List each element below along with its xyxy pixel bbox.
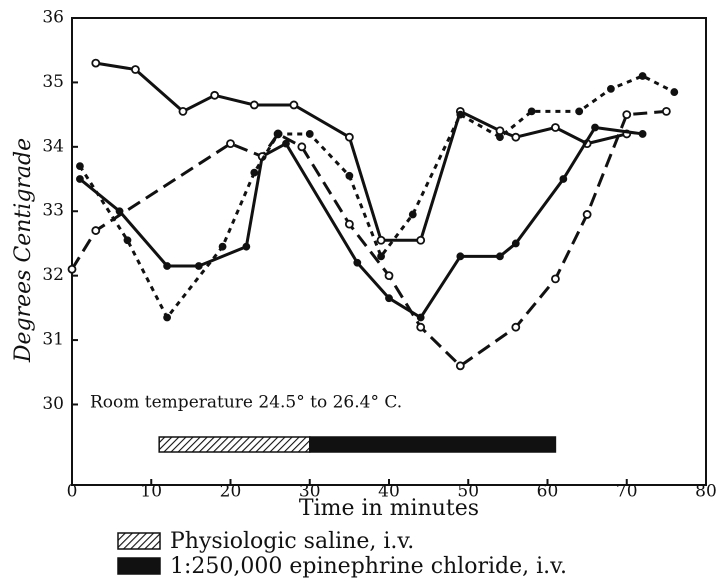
data-point bbox=[511, 239, 520, 248]
data-point bbox=[496, 133, 504, 142]
data-point bbox=[163, 313, 172, 322]
annotation: Room temperature 24.5° to 26.4° C. bbox=[90, 393, 402, 413]
data-point bbox=[496, 252, 504, 261]
data-point bbox=[559, 175, 568, 183]
legend-label: Physiologic saline, i.v. bbox=[170, 529, 414, 554]
data-point bbox=[282, 139, 290, 148]
data-point bbox=[344, 219, 354, 229]
data-point bbox=[456, 110, 465, 119]
data-point bbox=[242, 242, 251, 251]
y-tick-label: 34 bbox=[42, 136, 64, 156]
y-tick-label: 32 bbox=[42, 265, 64, 285]
x-tick-label: 40 bbox=[378, 482, 400, 502]
data-point bbox=[226, 139, 235, 149]
data-point bbox=[551, 123, 560, 132]
x-tick-label: 0 bbox=[67, 482, 78, 502]
data-point bbox=[91, 58, 101, 68]
data-point bbox=[638, 130, 647, 138]
x-axis-label: Time in minutes bbox=[299, 496, 479, 521]
data-point bbox=[551, 274, 560, 284]
data-point bbox=[67, 264, 77, 274]
data-point bbox=[456, 252, 465, 261]
data-point bbox=[305, 130, 314, 138]
treatment-bar bbox=[158, 436, 311, 453]
legend-label: 1:250,000 epinephrine chloride, i.v. bbox=[170, 554, 567, 579]
legend-swatch bbox=[117, 557, 161, 575]
data-point bbox=[76, 175, 84, 183]
data-point bbox=[194, 262, 203, 270]
data-point bbox=[661, 107, 671, 116]
data-point bbox=[575, 107, 584, 116]
data-point bbox=[274, 130, 282, 138]
series-line bbox=[78, 74, 675, 321]
y-tick-label: 30 bbox=[42, 394, 64, 414]
data-point bbox=[353, 258, 362, 267]
x-tick-label: 50 bbox=[457, 482, 479, 502]
data-point bbox=[591, 123, 599, 132]
treatment-bar bbox=[309, 436, 557, 453]
y-tick-label: 35 bbox=[42, 72, 64, 92]
data-point bbox=[408, 210, 417, 219]
data-point bbox=[607, 84, 615, 93]
legend-swatch bbox=[117, 532, 161, 550]
x-tick-label: 70 bbox=[616, 482, 638, 502]
data-point bbox=[297, 142, 307, 152]
x-tick-label: 60 bbox=[537, 482, 559, 502]
data-point bbox=[178, 107, 188, 116]
data-point bbox=[377, 252, 385, 261]
data-point bbox=[345, 171, 354, 180]
x-tick-label: 10 bbox=[140, 482, 162, 502]
data-point bbox=[344, 132, 354, 142]
data-point bbox=[416, 235, 426, 245]
data-point bbox=[218, 242, 227, 251]
data-point bbox=[622, 110, 632, 120]
data-point bbox=[670, 88, 679, 96]
data-point bbox=[289, 100, 299, 110]
data-point bbox=[385, 294, 393, 303]
x-tick-label: 30 bbox=[299, 482, 321, 502]
data-point bbox=[527, 107, 536, 116]
y-axis-label: Degrees Centigrade bbox=[11, 138, 36, 363]
data-point bbox=[416, 322, 426, 332]
data-point bbox=[638, 72, 647, 80]
y-tick-label: 36 bbox=[42, 8, 64, 28]
data-point bbox=[582, 210, 592, 219]
data-point bbox=[511, 132, 521, 142]
data-point bbox=[455, 361, 465, 371]
data-point bbox=[495, 126, 505, 136]
data-point bbox=[249, 100, 259, 110]
series-line bbox=[78, 125, 643, 320]
data-point bbox=[250, 168, 259, 177]
data-point bbox=[511, 322, 521, 332]
data-point bbox=[123, 236, 132, 245]
y-tick-label: 31 bbox=[42, 330, 64, 350]
data-point bbox=[130, 65, 140, 74]
series-line bbox=[95, 61, 628, 242]
data-point bbox=[91, 226, 101, 235]
data-point bbox=[376, 235, 386, 245]
x-tick-label: 20 bbox=[220, 482, 242, 502]
y-tick-label: 33 bbox=[42, 201, 64, 221]
data-point bbox=[416, 313, 425, 322]
data-point bbox=[163, 262, 172, 270]
data-point bbox=[76, 162, 84, 171]
data-point bbox=[384, 271, 394, 281]
x-tick-label: 80 bbox=[695, 482, 717, 502]
data-point bbox=[210, 90, 220, 100]
series-line bbox=[70, 109, 667, 368]
